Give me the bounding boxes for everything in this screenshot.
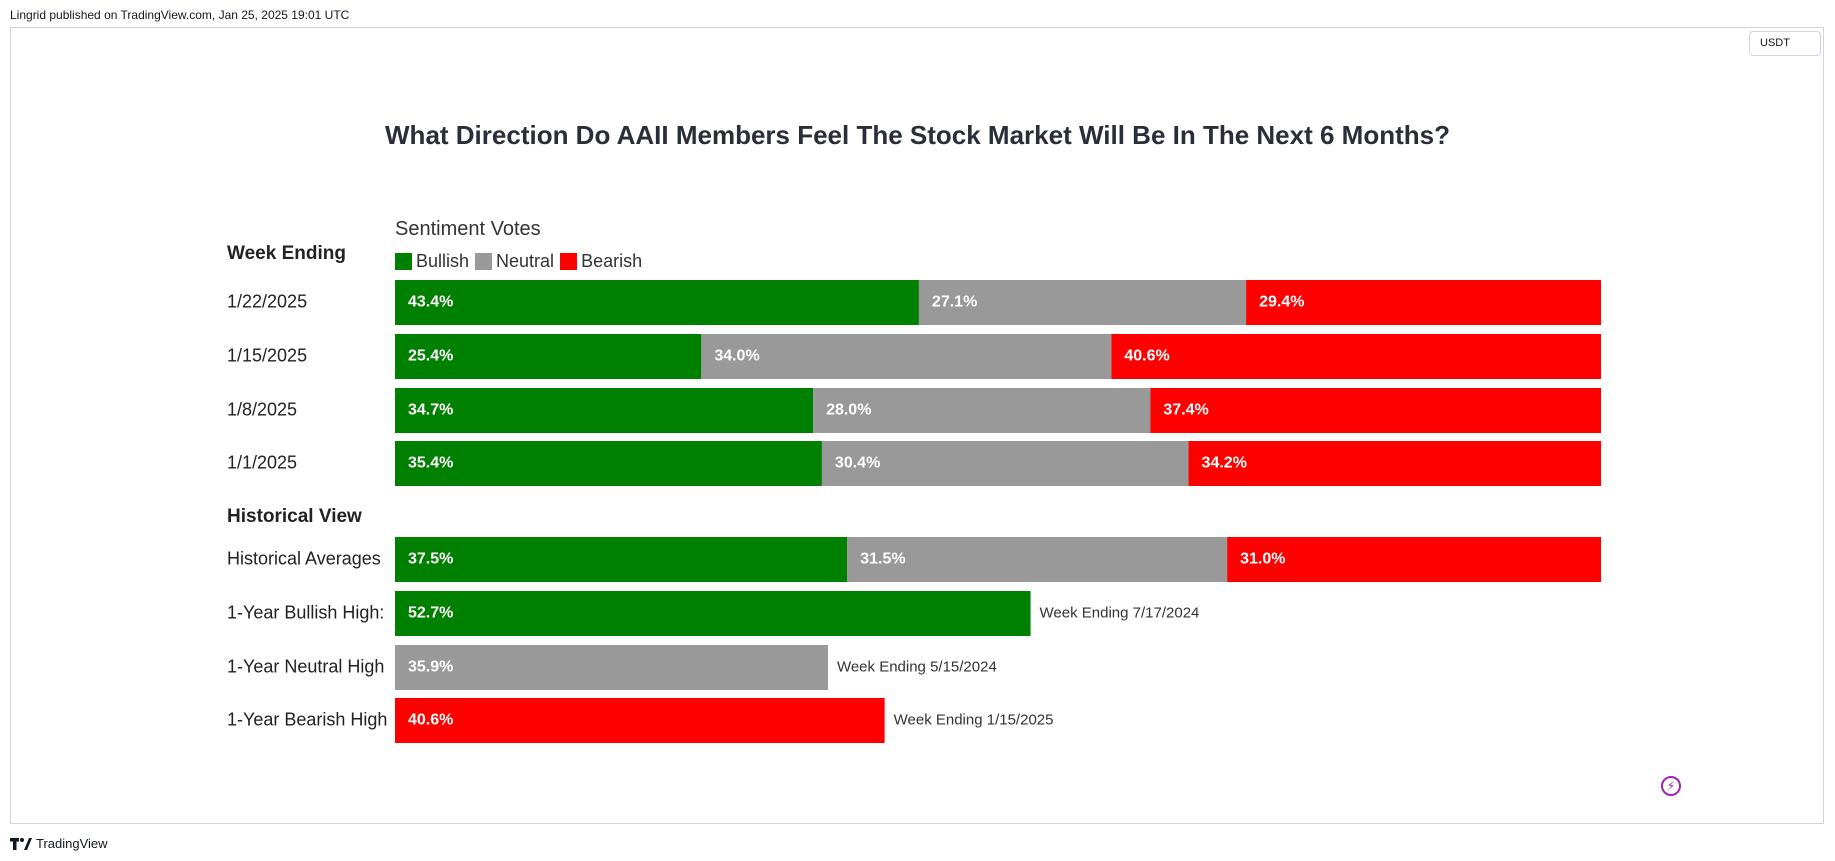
legend-label-bullish: Bullish xyxy=(416,251,470,271)
legend-swatch-bearish xyxy=(560,253,578,270)
row-label-hist-2: 1-Year Neutral High xyxy=(227,656,384,676)
legend-entry-bullish: Bullish xyxy=(395,251,469,272)
row-label-hist-1: 1-Year Bullish High: xyxy=(227,602,384,622)
data-label-hist-0-neutral: 31.5% xyxy=(860,551,905,568)
note-hist-3: Week Ending 1/15/2025 xyxy=(894,711,1054,728)
brand-label: TradingView xyxy=(36,836,108,851)
section-label-week-ending: Week Ending xyxy=(227,243,346,264)
legend: Bullish Neutral Bearish xyxy=(395,251,648,272)
data-label-hist-1: 52.7% xyxy=(408,605,453,622)
data-label-week-3-neutral: 30.4% xyxy=(835,455,880,472)
legend-entry-bearish: Bearish xyxy=(560,251,642,272)
bar-hist-0-bearish xyxy=(1227,537,1601,582)
bar-hist-2-neutral xyxy=(395,645,828,690)
row-label-hist-0: Historical Averages xyxy=(227,548,381,568)
legend-title: Sentiment Votes xyxy=(395,218,541,240)
bar-hist-0-bullish xyxy=(395,537,848,582)
data-label-week-0-bearish: 29.4% xyxy=(1259,294,1304,311)
legend-label-bearish: Bearish xyxy=(581,251,643,271)
data-label-week-2-bullish: 34.7% xyxy=(408,402,453,419)
row-label-week-0: 1/22/2025 xyxy=(227,291,307,311)
data-label-week-2-bearish: 37.4% xyxy=(1163,402,1208,419)
tradingview-footer[interactable]: TradingView xyxy=(10,836,108,851)
data-label-hist-0-bearish: 31.0% xyxy=(1240,551,1285,568)
bar-week-2-bearish xyxy=(1150,388,1601,433)
published-info: Lingrid published on TradingView.com, Ja… xyxy=(10,8,350,22)
data-label-hist-0-bullish: 37.5% xyxy=(408,551,453,568)
data-label-week-3-bullish: 35.4% xyxy=(408,455,453,472)
data-label-week-0-neutral: 27.1% xyxy=(932,294,977,311)
bar-hist-1-bullish xyxy=(395,591,1031,636)
bar-hist-3-bearish xyxy=(395,698,885,743)
data-label-week-1-neutral: 34.0% xyxy=(714,348,759,365)
legend-swatch-neutral xyxy=(475,253,493,270)
legend-label-neutral: Neutral xyxy=(496,251,555,271)
chart-title: What Direction Do AAII Members Feel The … xyxy=(385,120,1450,150)
bar-week-0-bullish xyxy=(395,280,919,325)
bar-week-0-bearish xyxy=(1246,280,1601,325)
data-label-week-1-bearish: 40.6% xyxy=(1124,348,1169,365)
bar-hist-0-neutral xyxy=(847,537,1228,582)
bar-week-1-bearish xyxy=(1111,334,1601,379)
data-label-week-0-bullish: 43.4% xyxy=(408,294,453,311)
bar-week-0-neutral xyxy=(918,280,1247,325)
data-label-week-2-neutral: 28.0% xyxy=(826,402,871,419)
bar-week-2-bullish xyxy=(395,388,814,433)
row-label-week-2: 1/8/2025 xyxy=(227,399,297,419)
data-label-week-3-bearish: 34.2% xyxy=(1202,455,1247,472)
section-label-historical-view: Historical View xyxy=(227,506,362,527)
lightning-icon[interactable]: ⚡ xyxy=(1661,776,1681,796)
bar-week-3-neutral xyxy=(821,441,1189,486)
legend-entry-neutral: Neutral xyxy=(475,251,554,272)
row-label-week-3: 1/1/2025 xyxy=(227,452,297,472)
data-label-hist-2: 35.9% xyxy=(408,659,453,676)
bar-week-2-neutral xyxy=(813,388,1151,433)
data-label-week-1-bullish: 25.4% xyxy=(408,348,453,365)
legend-swatch-bullish xyxy=(395,253,412,270)
tradingview-logo-icon xyxy=(10,837,32,850)
currency-badge[interactable]: USDT xyxy=(1749,31,1821,56)
bar-week-3-bearish xyxy=(1188,441,1601,486)
note-hist-2: Week Ending 5/15/2024 xyxy=(837,658,997,675)
note-hist-1: Week Ending 7/17/2024 xyxy=(1040,604,1200,621)
data-label-hist-3: 40.6% xyxy=(408,712,453,729)
row-label-week-1: 1/15/2025 xyxy=(227,345,307,365)
bar-week-1-neutral xyxy=(701,334,1112,379)
bar-week-1-bullish xyxy=(395,334,702,379)
bar-week-3-bullish xyxy=(395,441,822,486)
row-label-hist-3: 1-Year Bearish High xyxy=(227,709,387,729)
